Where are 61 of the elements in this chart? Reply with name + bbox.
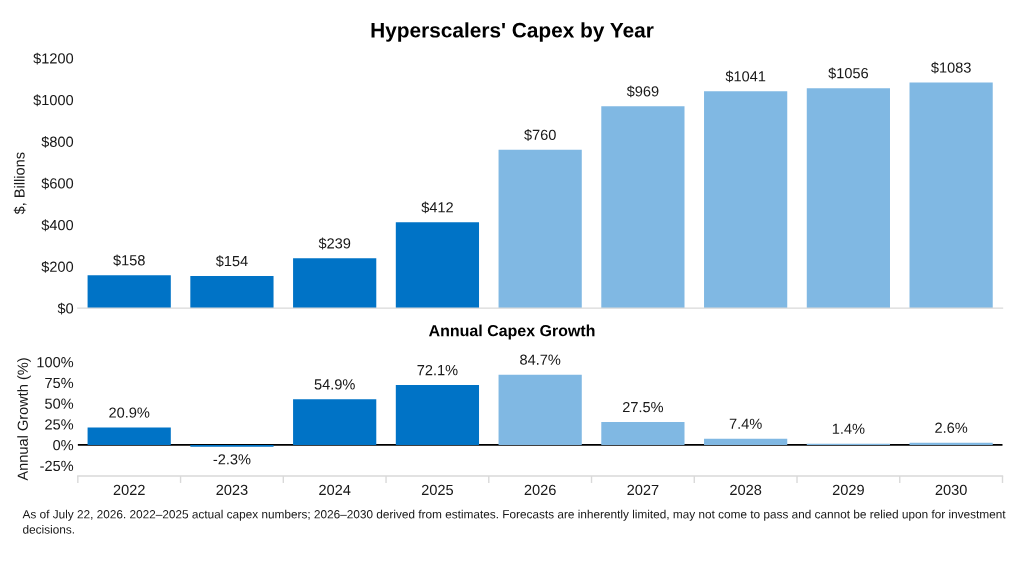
y-tick-label: $0 [57,302,74,315]
x-tick-label: 2026 [524,484,556,496]
data-label: 7.4% [729,418,762,429]
data-label: -2.3% [213,454,251,465]
y-tick-label: 50% [45,398,74,409]
y-axis-title: $, Billions [13,152,27,215]
x-tick-label: 2028 [730,484,762,496]
bar [293,258,377,309]
data-label: 2.6% [935,422,968,433]
x-tick-label: 2022 [113,484,145,496]
bar [909,442,993,445]
data-label: $1041 [725,70,766,83]
y-tick-label: $1200 [33,52,74,65]
data-label: $412 [421,201,453,214]
chart-title: Annual Capex Growth [428,324,595,340]
data-label: 20.9% [109,407,150,418]
y-tick-label: -25% [40,460,74,472]
bar [190,276,274,309]
bar [704,438,788,445]
x-tick-label: 2030 [935,484,967,496]
x-tick-label: 2029 [832,484,864,496]
bar [806,88,890,309]
bar [498,374,582,445]
y-axis-title: Annual Growth (%) [17,358,31,481]
data-label: $239 [318,237,351,250]
data-label: 1.4% [832,423,865,434]
bar [395,385,480,445]
y-tick-label: 25% [45,419,74,430]
data-label: $1083 [931,61,971,74]
bar [498,149,582,309]
bar [601,422,685,445]
bar [704,91,788,309]
data-label: 54.9% [314,379,355,390]
bar [87,275,171,309]
bar [293,399,377,445]
y-tick-label: $600 [41,177,74,190]
data-label: $1056 [828,67,869,80]
bar [601,106,685,309]
bar [909,82,993,309]
data-label: 84.7% [520,354,561,365]
data-label: $154 [215,255,248,268]
y-tick-label: $1000 [33,94,74,107]
text: As of July 22, 2026. 2022–2025 actual capex numbers; 2026–2030 derived from estimates. Forecasts are inherently limited, may not come to pass and cannot be relied upon for investment decisions. [22,509,1006,534]
y-tick-label: 100% [37,357,74,368]
chart-title: Hyperscalers' Capex by Year [371,22,654,42]
x-tick-label: 2023 [216,484,248,496]
y-tick-label: $200 [41,260,74,273]
y-tick-label: 75% [45,377,74,389]
data-label: 27.5% [622,401,664,413]
data-label: $760 [524,129,556,141]
x-tick-label: 2025 [421,484,454,496]
data-label: 72.1% [417,364,458,376]
data-label: $158 [113,254,145,267]
y-tick-label: $400 [41,219,74,232]
y-tick-label: 0% [53,440,74,451]
bar [395,222,480,309]
data-label: $969 [626,85,659,98]
x-tick-label: 2027 [627,484,659,496]
y-tick-label: $800 [41,135,74,148]
bar [87,427,171,445]
x-tick-label: 2024 [319,484,351,496]
